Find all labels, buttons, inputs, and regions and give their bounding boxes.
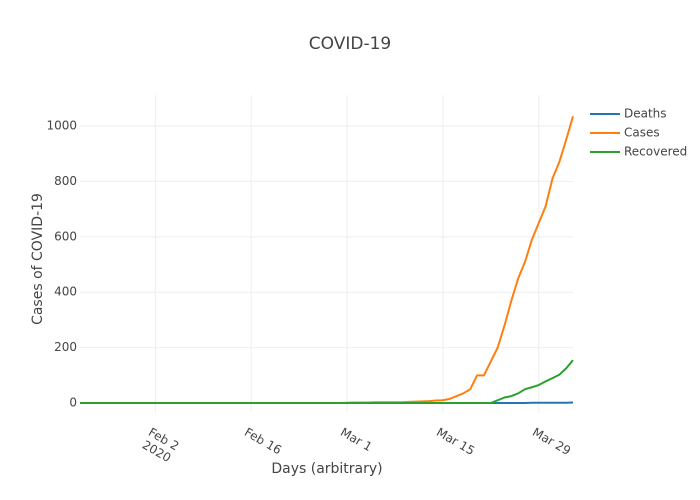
legend-label: Recovered xyxy=(624,145,687,159)
y-tick-label: 600 xyxy=(54,229,77,243)
y-tick-label: 200 xyxy=(54,340,77,354)
x-axis-label: Days (arbitrary) xyxy=(271,461,382,477)
y-tick-label: 400 xyxy=(54,285,77,299)
data-line xyxy=(80,116,574,405)
chart-title: COVID-19 xyxy=(309,34,391,54)
y-tick-label: 0 xyxy=(69,396,77,410)
data-line xyxy=(80,359,574,405)
legend-label: Deaths xyxy=(624,107,667,121)
y-axis-label: Cases of COVID-19 xyxy=(30,193,46,325)
grid xyxy=(80,95,573,413)
y-tick-label: 1000 xyxy=(46,119,77,133)
legend-label: Cases xyxy=(624,126,660,140)
y-tick-label: 800 xyxy=(54,174,77,188)
